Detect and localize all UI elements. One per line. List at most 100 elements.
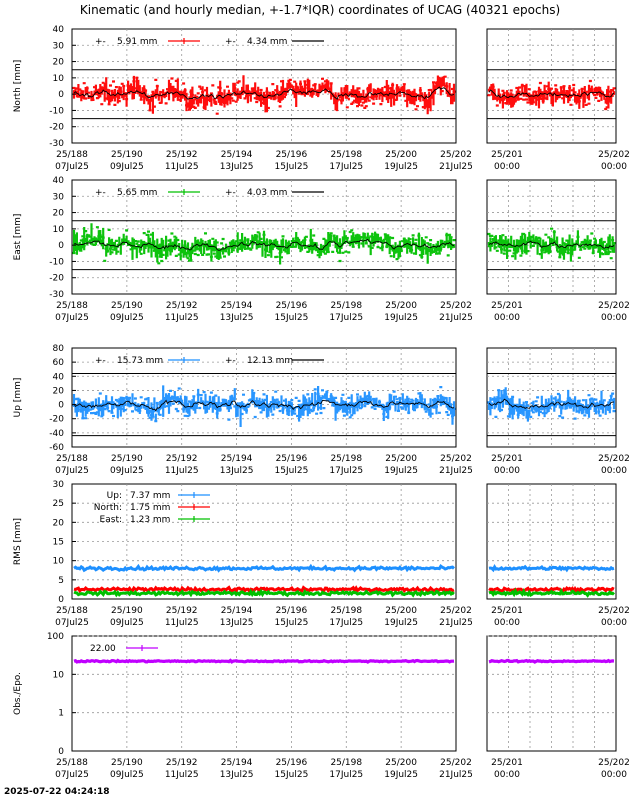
- rms-left-series-0: [73, 563, 456, 573]
- obs-xtick-day: 25/200: [385, 758, 417, 768]
- east-right-xtick-time: 00:00: [601, 313, 627, 323]
- obs-ytick-label: 1: [58, 709, 64, 719]
- east-legend-prefix: +-: [95, 188, 106, 198]
- obs-xtick-date: 09Jul25: [110, 770, 144, 780]
- rms-legend-name: East:: [100, 515, 122, 525]
- up-xtick-date: 11Jul25: [165, 466, 199, 476]
- up-legend-prefix: +-: [95, 356, 106, 366]
- obs-right-series-0: [488, 658, 615, 664]
- rms-right-xtick-time: 00:00: [494, 618, 520, 628]
- east-ytick-label: 20: [53, 209, 65, 219]
- up-ylabel: Up [mm]: [13, 378, 23, 418]
- obs-xtick-date: 11Jul25: [165, 770, 199, 780]
- north-right-xtick-day: 25/202: [598, 150, 630, 160]
- east-xtick-date: 09Jul25: [110, 313, 144, 323]
- north-ytick-label: 40: [53, 25, 65, 35]
- rms-xtick-date: 11Jul25: [165, 618, 199, 628]
- up-ytick-label: -40: [49, 429, 64, 439]
- east-left-frame: [71, 179, 457, 295]
- rms-right-series-0: [488, 564, 615, 573]
- obs-xtick-day: 25/188: [56, 758, 88, 768]
- up-xtick-day: 25/194: [221, 454, 253, 464]
- up-left-data-cloud: [72, 385, 456, 427]
- up-left-frame: [71, 347, 457, 448]
- north-right-median-line: [488, 89, 615, 99]
- rms-xtick-day: 25/202: [440, 606, 472, 616]
- north-xtick-day: 25/202: [440, 150, 472, 160]
- rms-right-frame: [486, 483, 617, 600]
- obs-xtick-date: 15Jul25: [275, 770, 309, 780]
- obs-xtick-day: 25/196: [276, 758, 308, 768]
- up-ytick-label: -20: [49, 415, 64, 425]
- east-xtick-day: 25/200: [385, 301, 417, 311]
- up-right-median-line: [488, 398, 615, 409]
- rms-ytick-label: 15: [53, 538, 64, 548]
- north-legend-value: 4.34 mm: [247, 37, 287, 47]
- east-xtick-day: 25/196: [276, 301, 308, 311]
- obs-xtick-day: 25/202: [440, 758, 472, 768]
- up-ytick-label: 0: [58, 401, 64, 411]
- up-xtick-date: 17Jul25: [329, 466, 363, 476]
- obs-ylabel: Obs./Epo.: [13, 672, 23, 715]
- up-xtick-day: 25/202: [440, 454, 472, 464]
- east-xtick-date: 11Jul25: [165, 313, 199, 323]
- north-legend-prefix: +-: [95, 37, 106, 47]
- obs-right-xtick-time: 00:00: [494, 770, 520, 780]
- north-xtick-date: 09Jul25: [110, 162, 144, 172]
- rms-legend-name: North:: [94, 503, 122, 513]
- east-ylabel: East [mm]: [13, 214, 23, 261]
- north-xtick-date: 13Jul25: [220, 162, 254, 172]
- east-ytick-label: -30: [49, 290, 64, 300]
- east-legend-value: 4.03 mm: [247, 188, 287, 198]
- north-left-frame: [71, 28, 457, 144]
- rms-xtick-date: 15Jul25: [275, 618, 309, 628]
- east-xtick-day: 25/194: [221, 301, 253, 311]
- east-ytick-label: -10: [49, 257, 64, 267]
- obs-xtick-date: 17Jul25: [329, 770, 363, 780]
- east-xtick-day: 25/198: [330, 301, 362, 311]
- up-left-median-line: [73, 399, 455, 412]
- rms-legend-value: 1.23 mm: [130, 515, 170, 525]
- up-xtick-day: 25/192: [166, 454, 198, 464]
- up-legend-prefix: +-: [225, 356, 236, 366]
- east-xtick-date: 13Jul25: [220, 313, 254, 323]
- rms-xtick-date: 09Jul25: [110, 618, 144, 628]
- north-right-xtick-day: 25/201: [491, 150, 523, 160]
- east-right-xtick-day: 25/202: [598, 301, 630, 311]
- north-xtick-day: 25/188: [56, 150, 88, 160]
- up-ytick-label: 80: [53, 344, 65, 354]
- rms-xtick-date: 13Jul25: [220, 618, 254, 628]
- obs-xtick-date: 21Jul25: [439, 770, 473, 780]
- east-xtick-day: 25/202: [440, 301, 472, 311]
- east-xtick-date: 07Jul25: [55, 313, 89, 323]
- north-right-xtick-time: 00:00: [601, 162, 627, 172]
- up-xtick-day: 25/190: [111, 454, 143, 464]
- north-xtick-date: 07Jul25: [55, 162, 89, 172]
- up-xtick-day: 25/188: [56, 454, 88, 464]
- rms-right-xtick-day: 25/202: [598, 606, 630, 616]
- rms-xtick-day: 25/200: [385, 606, 417, 616]
- north-xtick-date: 19Jul25: [384, 162, 418, 172]
- east-ytick-label: 40: [53, 176, 65, 186]
- east-right-xtick-time: 00:00: [494, 313, 520, 323]
- east-legend-value: 5.65 mm: [117, 188, 157, 198]
- rms-ylabel: RMS [mm]: [13, 518, 23, 565]
- rms-legend-value: 7.37 mm: [130, 491, 170, 501]
- north-left-data-cloud: [72, 75, 456, 115]
- up-legend-value: 12.13 mm: [247, 356, 293, 366]
- north-xtick-date: 17Jul25: [329, 162, 363, 172]
- up-right-xtick-day: 25/201: [491, 454, 523, 464]
- rms-right-xtick-day: 25/201: [491, 606, 523, 616]
- rms-xtick-date: 17Jul25: [329, 618, 363, 628]
- north-ytick-label: 20: [53, 58, 65, 68]
- up-legend-value: 15.73 mm: [117, 356, 163, 366]
- up-right-xtick-time: 00:00: [601, 466, 627, 476]
- rms-xtick-day: 25/192: [166, 606, 198, 616]
- east-xtick-day: 25/188: [56, 301, 88, 311]
- east-ytick-label: 10: [53, 225, 65, 235]
- rms-xtick-date: 07Jul25: [55, 618, 89, 628]
- north-ylabel: North [mm]: [13, 60, 23, 113]
- up-xtick-day: 25/200: [385, 454, 417, 464]
- east-right-median-line: [488, 240, 615, 249]
- rms-xtick-date: 19Jul25: [384, 618, 418, 628]
